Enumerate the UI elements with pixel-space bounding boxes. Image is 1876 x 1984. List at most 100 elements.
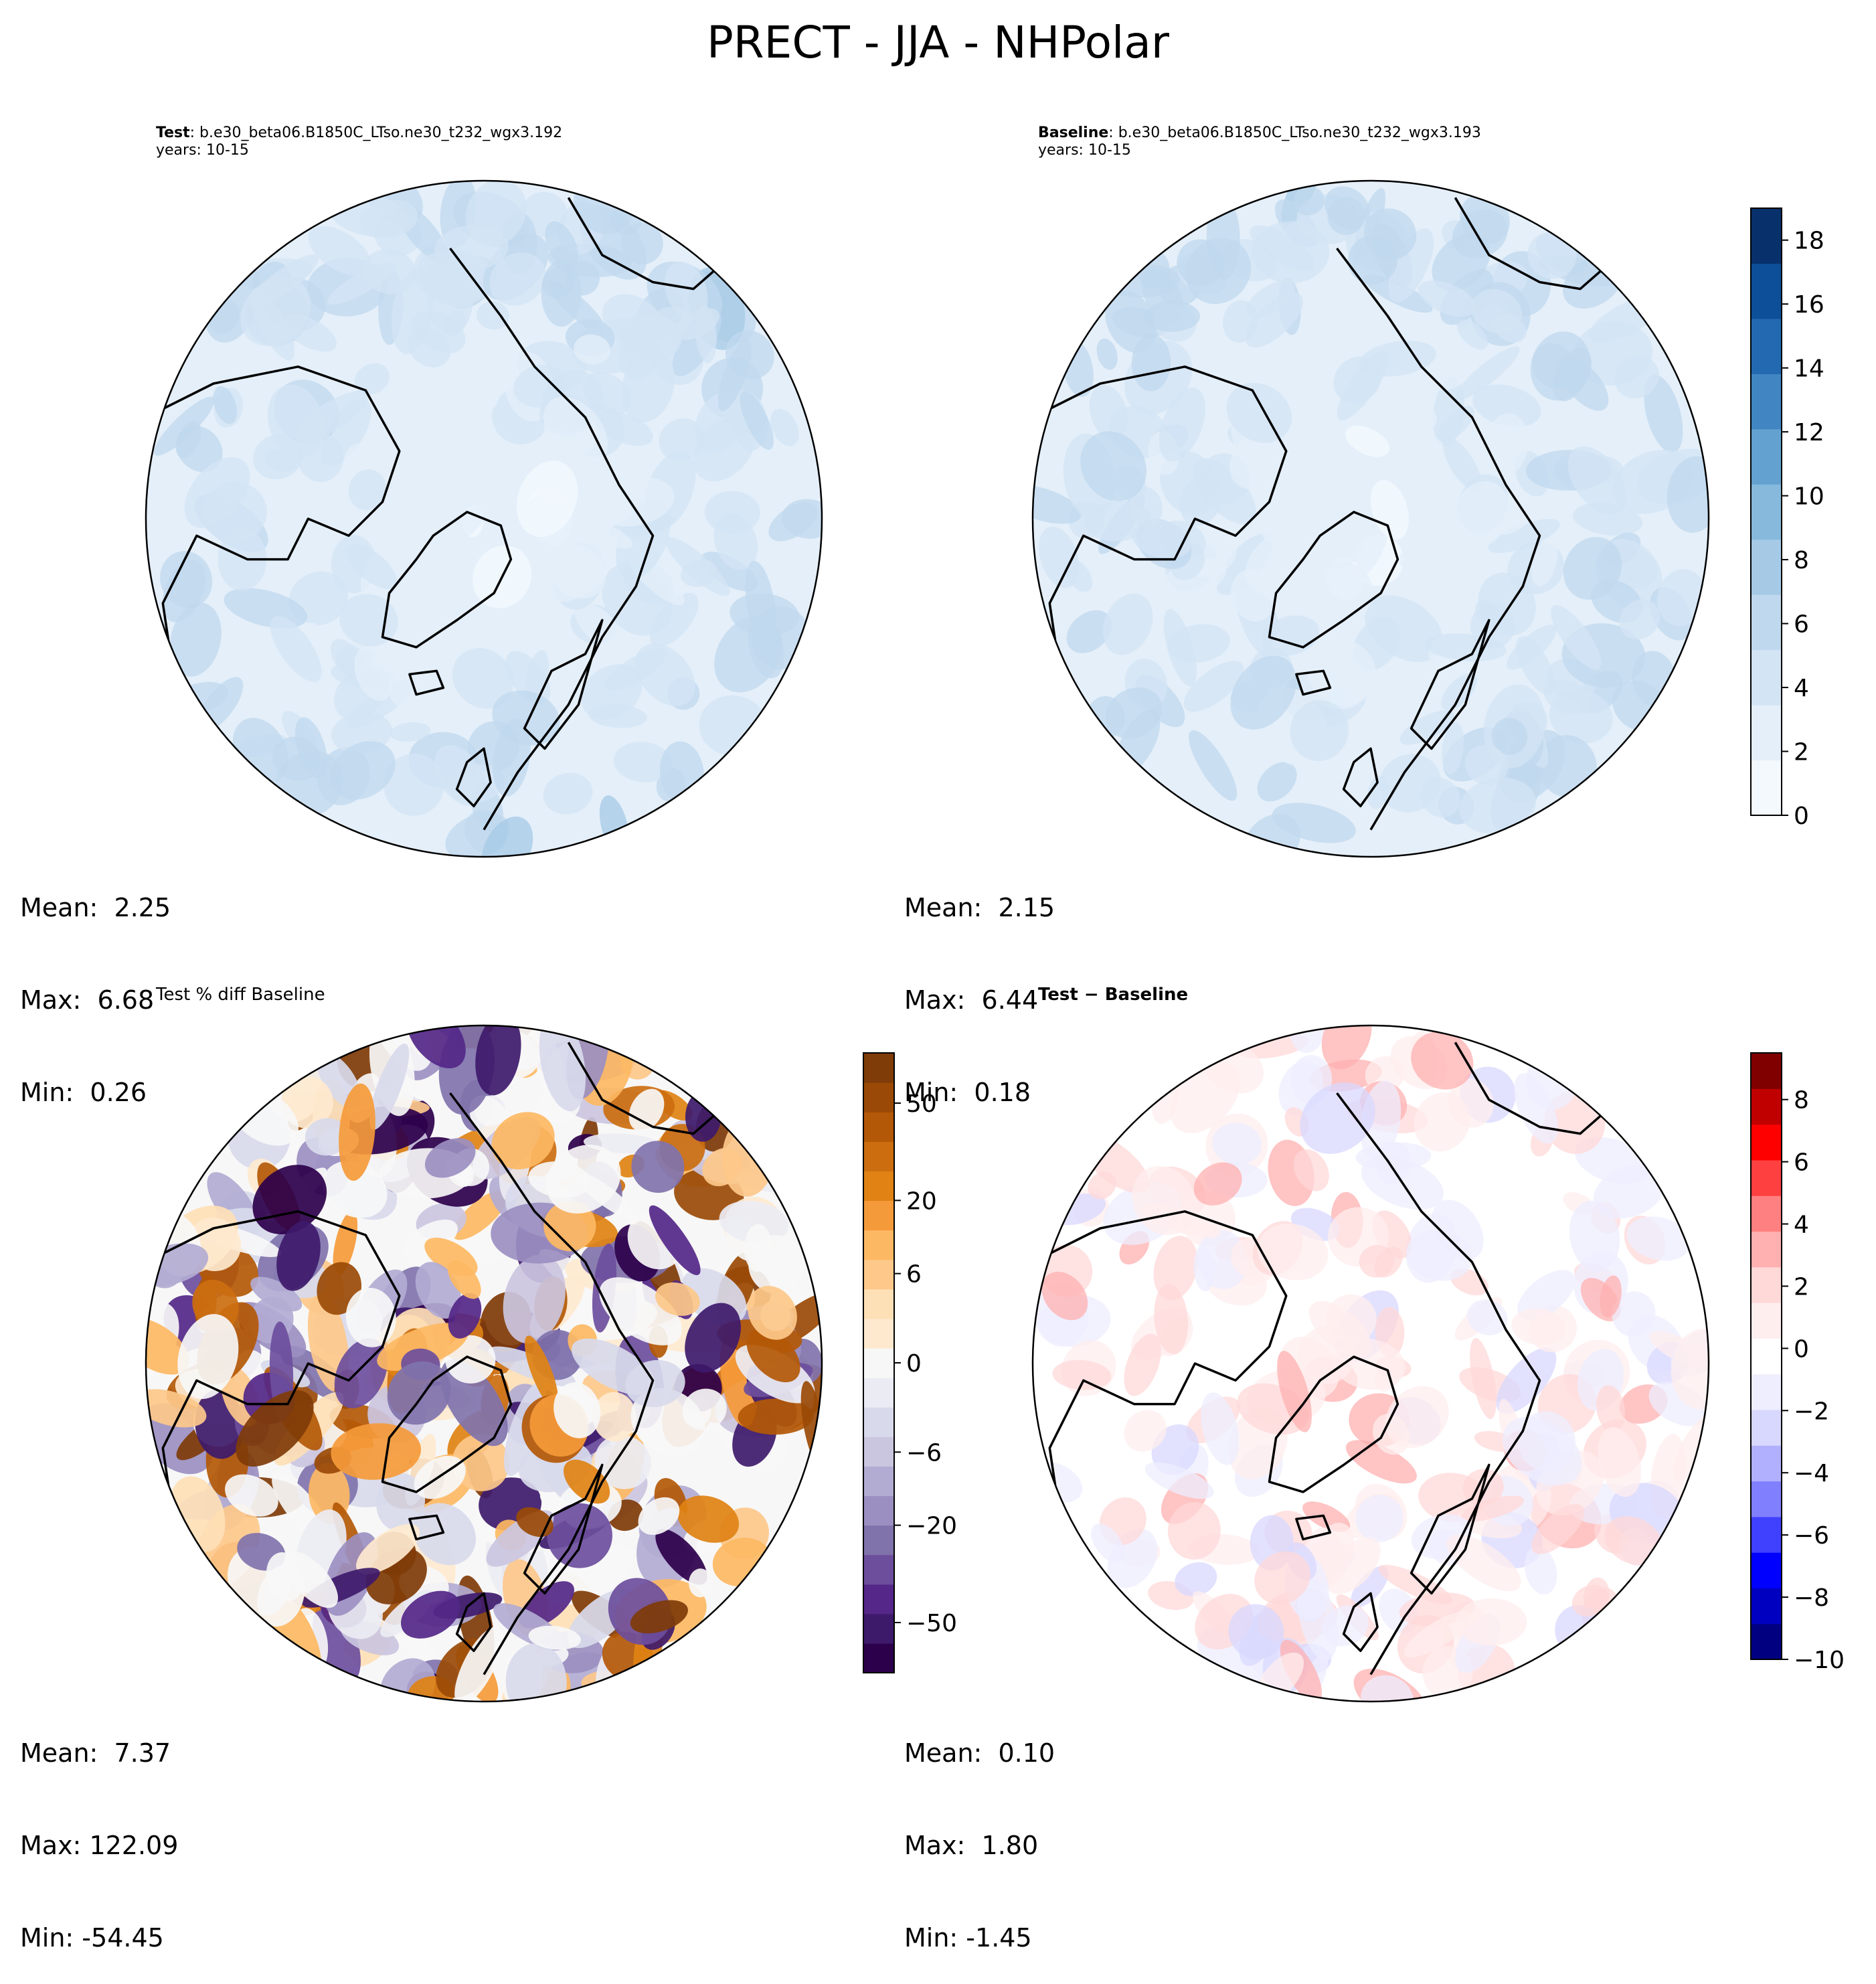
field-blob: [383, 753, 444, 816]
field-blob: [525, 1335, 559, 1409]
coastline: [523, 1463, 604, 1595]
colorbar-tick-label: 2: [1794, 1273, 1809, 1301]
field-blob: [1460, 193, 1510, 244]
coastline: [523, 618, 604, 750]
field-blob: [401, 1590, 460, 1639]
field-blob: [1372, 1414, 1410, 1455]
field-blob: [354, 363, 390, 395]
coastline: [1454, 197, 1636, 291]
field-blob: [1272, 803, 1356, 843]
coastline: [1033, 1210, 1288, 1516]
colorbar-tick-label: −8: [1794, 1584, 1829, 1612]
colorbar-swatch: [1751, 649, 1782, 706]
field-blob: [594, 1434, 651, 1489]
colorbar-tick-label: −6: [906, 1439, 942, 1467]
field-blob: [1293, 1149, 1329, 1191]
field-blob: [1418, 280, 1477, 317]
colorbar-swatch: [1751, 1623, 1782, 1660]
field-blob: [1499, 495, 1546, 535]
field-blob: [448, 1293, 482, 1339]
field-blob: [452, 648, 514, 709]
field-blob: [1379, 754, 1441, 813]
field-blob: [1246, 280, 1295, 318]
field-blob: [1066, 610, 1112, 653]
field-blob: [1525, 1546, 1557, 1595]
field-blob: [621, 222, 663, 265]
colorbar-swatch: [1751, 1374, 1782, 1410]
field-blob: [1088, 1171, 1116, 1200]
coastline: [146, 365, 401, 671]
field-blob: [1442, 437, 1482, 491]
field-blob: [1325, 1537, 1381, 1594]
field-blob: [655, 1282, 700, 1316]
field-blob: [1456, 1598, 1527, 1646]
field-blob: [1438, 406, 1474, 442]
field-blob: [465, 181, 527, 246]
field-blob: [424, 1138, 476, 1178]
map-boundary-circle: [1031, 179, 1710, 858]
field-blob: [452, 1434, 510, 1491]
field-blob: [613, 742, 672, 782]
field-blob: [1403, 1611, 1471, 1658]
field-blob: [543, 772, 593, 815]
field-blob: [528, 1625, 581, 1650]
field-blob: [218, 528, 267, 591]
field-blob: [369, 1044, 410, 1130]
field-blob: [592, 1392, 636, 1442]
colorbar-tick-label: −6: [1794, 1522, 1829, 1550]
field-blob: [1531, 538, 1558, 586]
field-blob: [1154, 1284, 1189, 1355]
coastline: [1342, 747, 1379, 808]
field-blob: [1245, 292, 1303, 348]
field-blob: [516, 461, 578, 538]
field-blob: [454, 1627, 503, 1702]
field-blob: [1257, 1224, 1329, 1280]
coastline: [1410, 618, 1490, 750]
field-blob: [1374, 1247, 1403, 1278]
field-blob: [491, 1112, 555, 1169]
field-blob: [1484, 413, 1529, 477]
field-blob: [1144, 1462, 1214, 1499]
test-header-case: : b.e30_beta06.B1850C_LTso.ne30_t232_wgx…: [189, 125, 563, 141]
field-blob: [1193, 1246, 1215, 1292]
field-blob: [213, 386, 238, 424]
field-blob: [1327, 197, 1365, 235]
diff-max: Max: 1.80: [904, 1831, 1039, 1860]
field-blob: [272, 736, 321, 781]
field-blob: [162, 560, 206, 623]
colorbar-swatch: [1751, 760, 1782, 816]
map-boundary-circle: [145, 1024, 823, 1703]
field-blob: [680, 559, 717, 587]
colorbar-swatch: [1751, 1231, 1782, 1268]
field-blob: [725, 330, 774, 380]
field-blob: [1493, 313, 1527, 343]
coastline: [381, 511, 513, 649]
field-blob: [1464, 745, 1509, 786]
diff-min: Min: -1.45: [904, 1923, 1032, 1953]
colorbar-swatch: [1751, 1338, 1782, 1375]
field-blob: [1180, 473, 1223, 526]
field-blob: [493, 718, 531, 797]
field-blob: [649, 1205, 701, 1276]
field-blob: [1491, 718, 1527, 755]
field-blob: [685, 1303, 741, 1373]
field-blob: [1230, 655, 1297, 730]
field-blob: [713, 513, 758, 570]
test-header-years: years: 10-15: [156, 142, 249, 159]
field-blob: [1644, 374, 1683, 453]
field-blob: [1387, 406, 1438, 439]
colorbar-swatch: [863, 1082, 894, 1112]
field-blob: [424, 431, 454, 457]
test-mean: Mean: 2.25: [20, 893, 171, 922]
field-blob: [638, 1497, 680, 1535]
field-blob: [1290, 700, 1349, 761]
field-blob: [1254, 1551, 1310, 1604]
field-blob: [417, 356, 501, 420]
field-blob: [1345, 425, 1390, 457]
field-blob: [224, 588, 308, 629]
pctdiff-max: Max: 122.09: [20, 1831, 179, 1860]
colorbar-tick-label: 12: [1794, 419, 1824, 446]
colorbar-diff: −10 −8 −6 −4 −2 0 2 4 6 8: [1750, 1052, 1845, 1674]
field-blob: [695, 305, 717, 363]
field-blob: [1228, 1604, 1284, 1659]
